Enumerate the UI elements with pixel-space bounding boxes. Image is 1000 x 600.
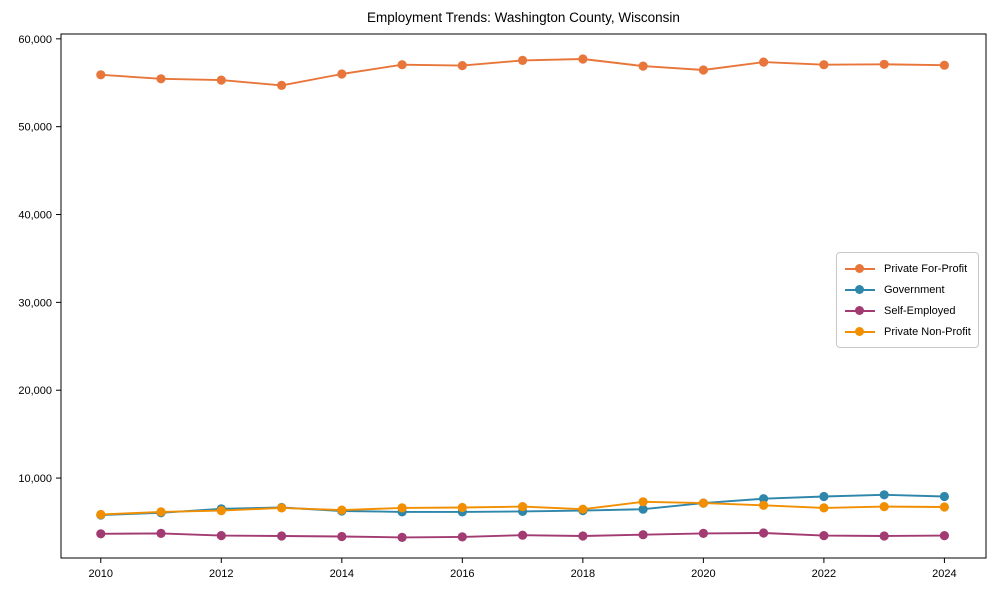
- marker-self-employed-2011: [156, 528, 166, 539]
- marker-private-for-profit-2012: [216, 75, 226, 85]
- x-tick-label: 2014: [330, 568, 354, 580]
- y-tick-label: 50,000: [18, 122, 52, 134]
- legend-marker-icon: [855, 264, 864, 273]
- marker-private-for-profit-2015: [397, 60, 407, 70]
- legend-marker-icon: [855, 327, 864, 336]
- marker-government-2019: [638, 504, 648, 514]
- marker-private-non-profit-2023: [879, 502, 889, 512]
- x-tick-label: 2016: [450, 568, 474, 580]
- legend-label: Private For-Profit: [884, 262, 968, 275]
- y-tick-label: 60,000: [18, 34, 52, 46]
- legend-label: Government: [884, 283, 945, 296]
- marker-self-employed-2022: [819, 531, 829, 541]
- marker-government-2024: [939, 491, 950, 502]
- marker-self-employed-2012: [216, 531, 226, 541]
- legend-label: Self-Employed: [884, 304, 956, 317]
- marker-private-non-profit-2011: [156, 507, 166, 517]
- legend: Private For-Profit Government Self-Employe…: [836, 252, 979, 348]
- x-tick-label: 2018: [571, 568, 595, 580]
- marker-self-employed-2024: [939, 531, 950, 541]
- marker-private-for-profit-2020: [698, 65, 709, 75]
- y-tick-label: 30,000: [18, 297, 52, 309]
- legend-item-self-employed: Self-Employed: [837, 300, 978, 321]
- legend-swatch-private-non-profit: [845, 327, 875, 337]
- marker-private-non-profit-2017: [518, 502, 528, 512]
- marker-private-non-profit-2019: [638, 497, 648, 507]
- marker-government-2023: [879, 490, 889, 500]
- marker-private-non-profit-2022: [819, 503, 829, 513]
- legend-item-government: Government: [837, 279, 978, 300]
- marker-private-non-profit-2013: [277, 503, 287, 513]
- x-tick-label: 2010: [89, 568, 113, 580]
- marker-self-employed-2016: [457, 532, 467, 542]
- y-tick-label: 40,000: [18, 210, 52, 222]
- legend-swatch-private-for-profit: [845, 264, 875, 274]
- marker-private-for-profit-2010: [96, 70, 106, 80]
- legend-marker-icon: [855, 285, 864, 294]
- marker-private-non-profit-2014: [337, 505, 347, 515]
- marker-private-for-profit-2013: [277, 80, 287, 90]
- marker-self-employed-2015: [397, 532, 407, 543]
- marker-self-employed-2013: [277, 531, 287, 541]
- marker-private-non-profit-2020: [698, 498, 709, 508]
- marker-private-for-profit-2011: [156, 74, 166, 84]
- marker-private-non-profit-2016: [457, 502, 467, 513]
- marker-private-non-profit-2010: [96, 509, 106, 520]
- marker-private-non-profit-2024: [939, 502, 950, 512]
- marker-self-employed-2019: [638, 530, 648, 540]
- legend-item-private-for-profit: Private For-Profit: [837, 258, 978, 279]
- series-private-non-profit: [96, 497, 950, 520]
- marker-private-non-profit-2015: [397, 503, 407, 513]
- marker-private-for-profit-2016: [457, 61, 467, 71]
- marker-private-non-profit-2021: [759, 500, 769, 510]
- marker-self-employed-2010: [96, 529, 106, 539]
- series-private-for-profit: [96, 54, 950, 90]
- marker-private-for-profit-2021: [759, 57, 769, 67]
- chart-title: Employment Trends: Washington County, Wi…: [367, 10, 680, 25]
- marker-government-2021: [759, 494, 769, 504]
- marker-self-employed-2021: [759, 528, 769, 538]
- marker-private-for-profit-2023: [879, 59, 889, 69]
- y-tick-label: 20,000: [18, 385, 52, 397]
- marker-private-for-profit-2019: [638, 61, 648, 71]
- x-tick-label: 2012: [209, 568, 233, 580]
- marker-self-employed-2023: [879, 531, 889, 541]
- marker-private-for-profit-2024: [939, 60, 950, 70]
- legend-marker-icon: [855, 306, 864, 315]
- marker-government-2022: [819, 491, 829, 502]
- marker-private-for-profit-2014: [337, 69, 347, 79]
- marker-self-employed-2020: [698, 528, 709, 539]
- marker-private-non-profit-2012: [216, 506, 226, 516]
- marker-private-non-profit-2018: [578, 504, 588, 514]
- marker-private-for-profit-2022: [819, 60, 829, 70]
- x-tick-label: 2022: [812, 568, 836, 580]
- legend-item-private-non-profit: Private Non-Profit: [837, 321, 978, 342]
- y-tick-label: 10,000: [18, 473, 52, 485]
- marker-self-employed-2017: [518, 530, 528, 540]
- legend-label: Private Non-Profit: [884, 325, 971, 338]
- x-tick-label: 2020: [691, 568, 715, 580]
- x-tick-label: 2024: [932, 568, 956, 580]
- axes-frame: [60, 33, 987, 559]
- legend-swatch-government: [845, 285, 875, 295]
- series-self-employed: [96, 528, 950, 543]
- legend-swatch-self-employed: [845, 306, 875, 316]
- marker-private-for-profit-2017: [518, 55, 528, 65]
- marker-private-for-profit-2018: [578, 54, 588, 64]
- marker-self-employed-2014: [337, 531, 347, 542]
- marker-self-employed-2018: [578, 531, 588, 541]
